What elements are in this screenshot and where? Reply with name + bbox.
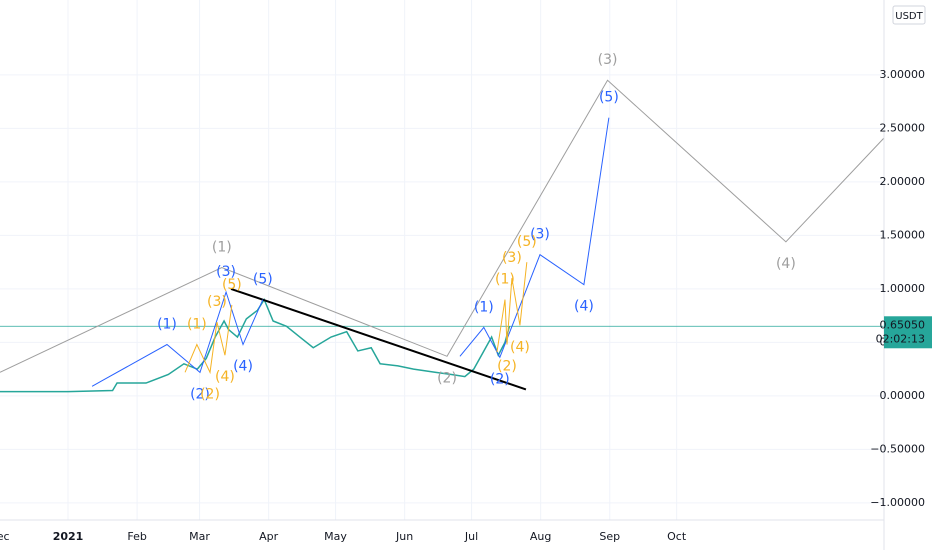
last-price-badge xyxy=(884,316,932,349)
y-tick-label: 3.00000 xyxy=(880,68,926,81)
y-tick-label: 1.00000 xyxy=(880,282,926,295)
currency-badge[interactable] xyxy=(892,5,926,25)
wave-label: (4) xyxy=(510,339,530,355)
wave-label: (2) xyxy=(200,386,220,402)
wave-label: (2) xyxy=(497,359,517,375)
wave-label: (5) xyxy=(253,272,273,288)
wave-label: (5) xyxy=(222,277,242,293)
price-line xyxy=(0,297,511,393)
x-tick-label: Apr xyxy=(259,530,279,543)
wave-label: (3) xyxy=(530,227,550,243)
x-tick-label: Sep xyxy=(599,530,620,543)
x-tick-label: Mar xyxy=(189,530,210,543)
y-tick-label: −0.50000 xyxy=(870,442,925,455)
wave-label: (1) xyxy=(187,317,207,333)
wave-line xyxy=(0,79,884,373)
x-tick-label: Dec xyxy=(0,530,10,543)
wave-label: (2) xyxy=(190,386,210,402)
y-tick-label: 1.50000 xyxy=(880,228,926,241)
wave-label: (4) xyxy=(215,369,235,385)
wave-label: (1) xyxy=(212,239,232,255)
wave-label: (4) xyxy=(776,256,796,272)
wave-label: (3) xyxy=(598,52,618,68)
wave-line xyxy=(184,304,233,375)
x-tick-label: Jun xyxy=(395,530,413,543)
wave-label: (2) xyxy=(490,371,510,387)
trendline xyxy=(230,287,527,391)
plot-area: (1)(2)(3)(4)(1)(2)(3)(4)(5)(1)(2)(3)(4)(… xyxy=(0,0,884,520)
x-tick-label: Jul xyxy=(464,530,478,543)
wave-label: (3) xyxy=(207,294,227,310)
y-tick-label: −1.00000 xyxy=(870,496,925,509)
x-tick-label: Oct xyxy=(667,530,687,543)
y-tick-label: 0.00000 xyxy=(880,389,926,402)
wave-label: (2) xyxy=(437,370,457,386)
wave-label: (4) xyxy=(233,359,253,375)
wave-label: (5) xyxy=(517,234,537,250)
wave-label: (1) xyxy=(474,299,494,315)
x-tick-label: 2021 xyxy=(53,530,84,543)
x-tick-label: May xyxy=(324,530,347,543)
countdown: 02:02:13 xyxy=(876,332,925,345)
x-tick-label: Feb xyxy=(127,530,146,543)
x-tick-label: Aug xyxy=(530,530,551,543)
wave-label: (4) xyxy=(574,299,594,315)
wave-line xyxy=(459,117,610,359)
wave-label: (5) xyxy=(599,90,619,106)
wave-label: (3) xyxy=(502,250,522,266)
last-price-label: 0.65050 xyxy=(880,318,926,331)
wave-line xyxy=(91,290,264,387)
wave-line xyxy=(496,262,528,353)
currency: USDT xyxy=(895,11,923,22)
wave-label: (1) xyxy=(157,317,177,333)
y-tick-label: 2.50000 xyxy=(880,121,926,134)
wave-label: (3) xyxy=(216,264,236,280)
y-tick-label: 2.00000 xyxy=(880,175,926,188)
wave-label: (1) xyxy=(495,272,515,288)
